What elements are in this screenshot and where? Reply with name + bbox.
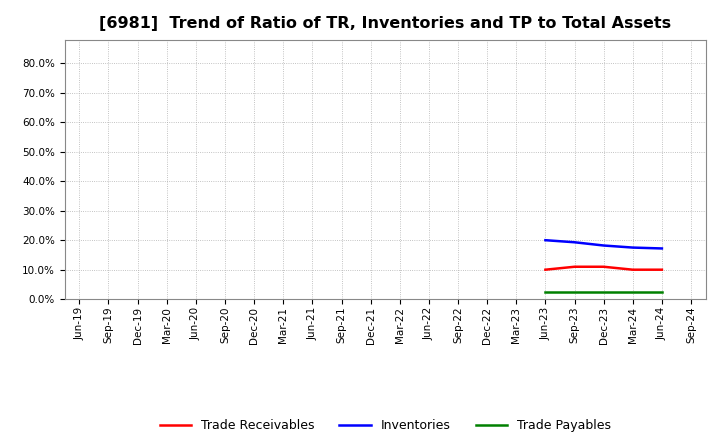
Inventories xyxy=(599,243,608,248)
Inventories xyxy=(541,238,550,243)
Trade Payables xyxy=(570,289,579,294)
Line: Inventories: Inventories xyxy=(546,240,662,249)
Trade Receivables xyxy=(629,267,637,272)
Line: Trade Receivables: Trade Receivables xyxy=(546,267,662,270)
Trade Payables xyxy=(599,289,608,294)
Trade Payables xyxy=(541,289,550,294)
Title: [6981]  Trend of Ratio of TR, Inventories and TP to Total Assets: [6981] Trend of Ratio of TR, Inventories… xyxy=(99,16,671,32)
Inventories xyxy=(657,246,666,251)
Inventories xyxy=(570,240,579,245)
Trade Receivables xyxy=(657,267,666,272)
Inventories xyxy=(629,245,637,250)
Trade Payables xyxy=(657,289,666,294)
Trade Payables xyxy=(629,289,637,294)
Legend: Trade Receivables, Inventories, Trade Payables: Trade Receivables, Inventories, Trade Pa… xyxy=(155,414,616,437)
Trade Receivables xyxy=(570,264,579,269)
Trade Receivables xyxy=(599,264,608,269)
Trade Receivables xyxy=(541,267,550,272)
